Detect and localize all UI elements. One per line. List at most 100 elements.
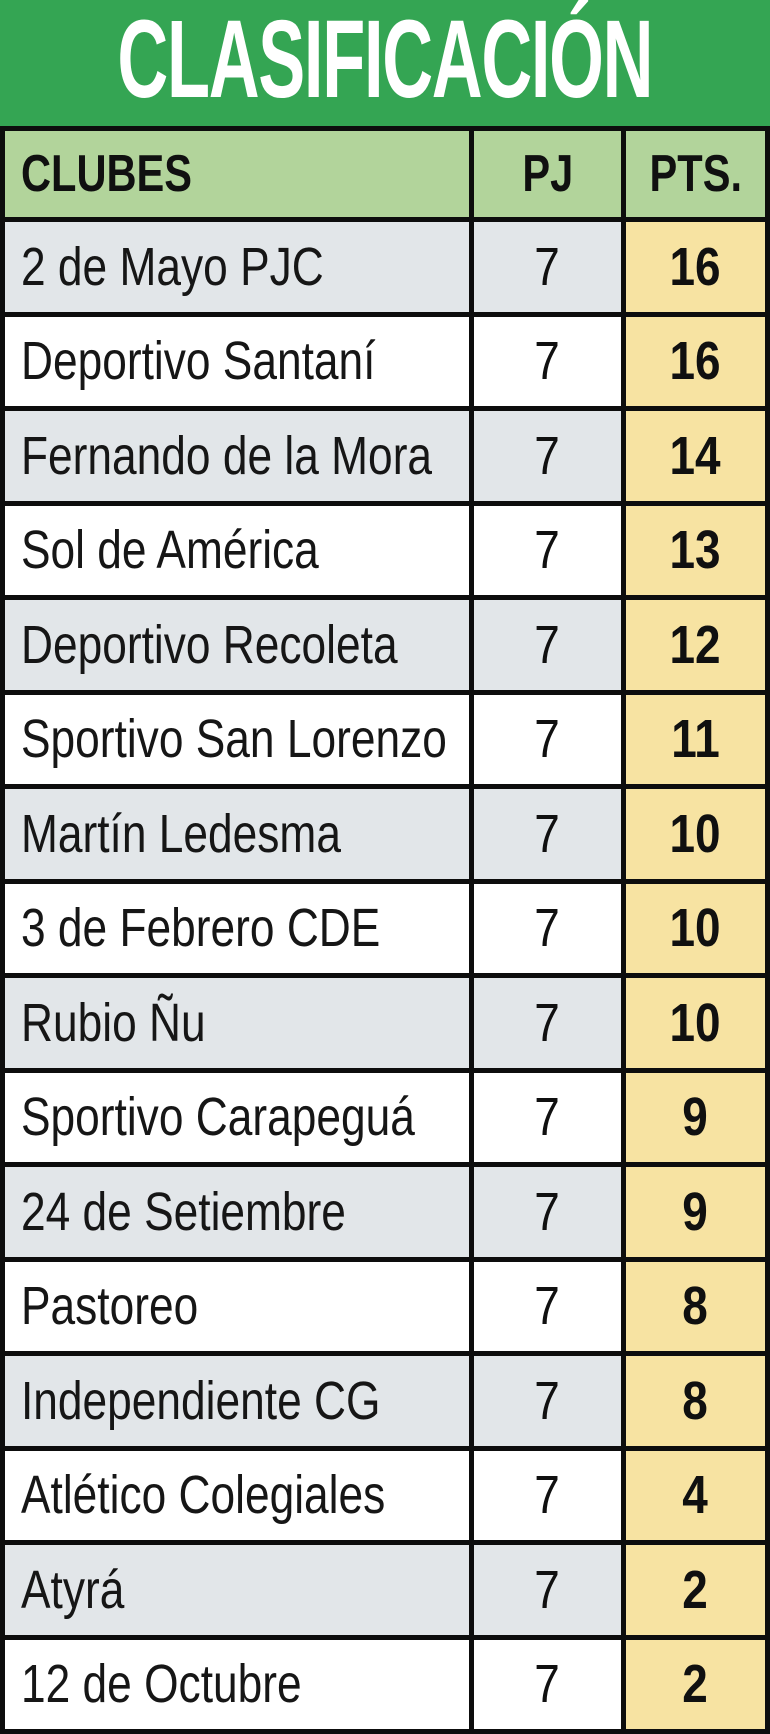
club-name: Martín Ledesma: [21, 803, 341, 864]
pj-value: 7: [534, 614, 561, 675]
pj-cell: 7: [474, 316, 621, 406]
pts-cell: 14: [626, 411, 765, 501]
table-row: Rubio Ñu 7 10: [5, 978, 765, 1068]
header-cell-clubes: CLUBES: [5, 131, 469, 217]
pts-value: 2: [682, 1559, 709, 1620]
pts-value: 16: [669, 236, 722, 297]
pts-cell: 8: [626, 1356, 765, 1446]
pts-cell: 2: [626, 1545, 765, 1635]
pts-value: 12: [669, 614, 722, 675]
pts-value: 9: [682, 1181, 709, 1242]
club-name: Fernando de la Mora: [21, 425, 433, 486]
pj-value: 7: [534, 992, 561, 1053]
club-cell: Pastoreo: [5, 1261, 469, 1351]
table-row: Atyrá 7 2: [5, 1545, 765, 1635]
pts-cell: 8: [626, 1261, 765, 1351]
header-cell-pj: PJ: [474, 131, 621, 217]
pts-value: 8: [682, 1370, 709, 1431]
pj-value: 7: [534, 1465, 561, 1526]
club-name: Atyrá: [21, 1559, 125, 1620]
pj-cell: 7: [474, 505, 621, 595]
pj-cell: 7: [474, 411, 621, 501]
pj-value: 7: [534, 1559, 561, 1620]
page-title: CLASIFICACIÓN: [117, 0, 654, 121]
club-name: Rubio Ñu: [21, 992, 206, 1053]
club-name: Independiente CG: [21, 1370, 381, 1431]
club-cell: Atlético Colegiales: [5, 1450, 469, 1540]
pts-cell: 2: [626, 1639, 765, 1729]
pts-cell: 10: [626, 789, 765, 879]
table-row: Sportivo Carapeguá 7 9: [5, 1072, 765, 1162]
club-cell: 24 de Setiembre: [5, 1167, 469, 1257]
table-row: 12 de Octubre 7 2: [5, 1639, 765, 1729]
header-row: CLUBES PJ PTS.: [5, 131, 765, 217]
table-row: Pastoreo 7 8: [5, 1261, 765, 1351]
pj-value: 7: [534, 1276, 561, 1337]
pj-value: 7: [534, 709, 561, 770]
club-cell: Rubio Ñu: [5, 978, 469, 1068]
pj-value: 7: [534, 425, 561, 486]
pj-cell: 7: [474, 222, 621, 312]
column-header-pj: PJ: [522, 145, 573, 203]
pj-cell: 7: [474, 1450, 621, 1540]
pj-cell: 7: [474, 789, 621, 879]
club-name: Pastoreo: [21, 1276, 199, 1337]
pj-cell: 7: [474, 1356, 621, 1446]
pj-value: 7: [534, 1654, 561, 1715]
pts-cell: 12: [626, 600, 765, 690]
pj-cell: 7: [474, 1167, 621, 1257]
pts-value: 10: [669, 992, 722, 1053]
pj-value: 7: [534, 331, 561, 392]
club-name: Sportivo Carapeguá: [21, 1087, 415, 1148]
club-name: 24 de Setiembre: [21, 1181, 346, 1242]
pts-cell: 4: [626, 1450, 765, 1540]
table-row: 3 de Febrero CDE 7 10: [5, 883, 765, 973]
club-cell: Sol de América: [5, 505, 469, 595]
table-row: Martín Ledesma 7 10: [5, 789, 765, 879]
pts-cell: 9: [626, 1167, 765, 1257]
pts-cell: 11: [626, 694, 765, 784]
club-cell: Deportivo Santaní: [5, 316, 469, 406]
column-header-clubes: CLUBES: [21, 145, 193, 203]
club-cell: Sportivo Carapeguá: [5, 1072, 469, 1162]
club-cell: 3 de Febrero CDE: [5, 883, 469, 973]
club-name: Deportivo Recoleta: [21, 614, 398, 675]
pts-value: 14: [669, 425, 722, 486]
pj-cell: 7: [474, 694, 621, 784]
club-name: 12 de Octubre: [21, 1654, 302, 1715]
club-cell: Deportivo Recoleta: [5, 600, 469, 690]
club-name: Atlético Colegiales: [21, 1465, 386, 1526]
pts-value: 11: [671, 709, 720, 770]
club-cell: 2 de Mayo PJC: [5, 222, 469, 312]
pj-value: 7: [534, 520, 561, 581]
pts-cell: 16: [626, 222, 765, 312]
pj-value: 7: [534, 898, 561, 959]
club-name: Sol de América: [21, 520, 319, 581]
pts-cell: 10: [626, 883, 765, 973]
pj-value: 7: [534, 803, 561, 864]
pts-value: 8: [682, 1276, 709, 1337]
club-cell: Martín Ledesma: [5, 789, 469, 879]
pj-cell: 7: [474, 1072, 621, 1162]
table-row: Atlético Colegiales 7 4: [5, 1450, 765, 1540]
pts-value: 13: [669, 520, 722, 581]
pts-cell: 9: [626, 1072, 765, 1162]
pj-cell: 7: [474, 978, 621, 1068]
club-cell: 12 de Octubre: [5, 1639, 469, 1729]
pj-value: 7: [534, 1087, 561, 1148]
club-name: 2 de Mayo PJC: [21, 236, 324, 297]
club-name: 3 de Febrero CDE: [21, 898, 381, 959]
pts-cell: 16: [626, 316, 765, 406]
pj-value: 7: [534, 1181, 561, 1242]
club-cell: Fernando de la Mora: [5, 411, 469, 501]
pts-value: 9: [682, 1087, 709, 1148]
pj-value: 7: [534, 1370, 561, 1431]
table-row: Deportivo Recoleta 7 12: [5, 600, 765, 690]
pts-value: 2: [682, 1654, 709, 1715]
pj-cell: 7: [474, 1545, 621, 1635]
table-row: Independiente CG 7 8: [5, 1356, 765, 1446]
standings-table: CLUBES PJ PTS. 2 de Mayo PJC 7 16 Deport…: [0, 126, 770, 1734]
table-row: 2 de Mayo PJC 7 16: [5, 222, 765, 312]
pj-value: 7: [534, 236, 561, 297]
table-row: 24 de Setiembre 7 9: [5, 1167, 765, 1257]
